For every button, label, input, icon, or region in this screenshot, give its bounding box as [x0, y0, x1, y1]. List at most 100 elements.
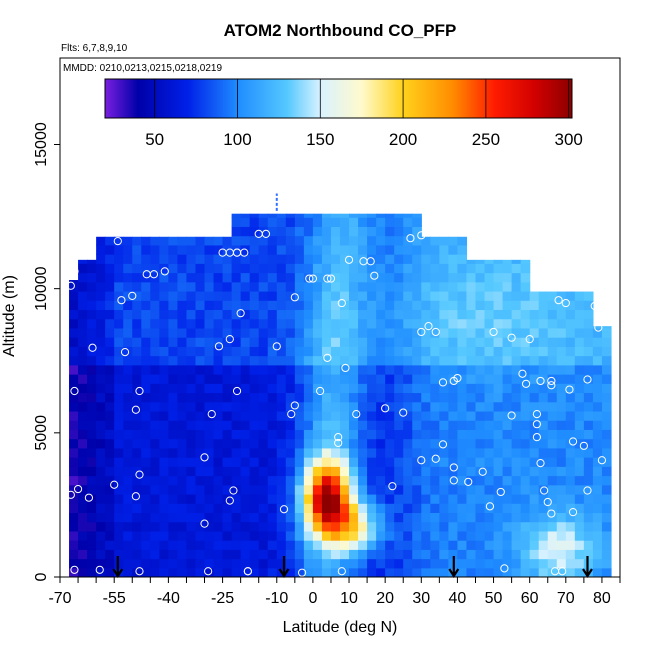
heatmap-cell [285, 558, 296, 569]
colorbar-slice [328, 79, 330, 118]
heatmap-cell [303, 383, 314, 394]
heatmap-cell [285, 337, 296, 347]
heatmap-cell [475, 429, 486, 440]
colorbar-slice [240, 79, 242, 118]
heatmap-cell [601, 530, 612, 541]
heatmap-cell [249, 213, 260, 218]
heatmap-cell [520, 259, 531, 264]
heatmap-cell [87, 272, 97, 283]
colorbar-slice [489, 79, 491, 118]
heatmap-cell [403, 374, 413, 384]
heatmap-cell [475, 457, 486, 467]
colorbar-slice [331, 79, 333, 118]
sample-point [536, 376, 545, 386]
profile-arrow-head [278, 568, 290, 579]
heatmap-cell [186, 272, 197, 283]
colorbar-slice [187, 79, 189, 118]
heatmap-cell [457, 364, 468, 375]
heatmap-cell [493, 272, 504, 283]
colorbar-slice [536, 79, 538, 118]
heatmap-cell [177, 236, 188, 246]
heatmap-cell [439, 236, 449, 246]
heatmap-cell [475, 272, 486, 283]
heatmap-cell [321, 567, 332, 577]
heatmap-cell [349, 493, 359, 504]
heatmap-cell [87, 309, 97, 320]
colorbar-slice [136, 79, 138, 118]
heatmap-cell [430, 503, 440, 514]
heatmap-cell [168, 549, 179, 560]
heatmap-cell [457, 521, 468, 532]
heatmap-cell [511, 521, 522, 532]
heatmap-cell [412, 466, 422, 477]
heatmap-cell [285, 567, 296, 577]
heatmap-cell [403, 254, 413, 264]
heatmap-cell [358, 327, 368, 338]
sample-point [417, 231, 426, 240]
heatmap-cell [177, 346, 188, 357]
heatmap-cell [159, 493, 169, 504]
sample-point [438, 378, 448, 387]
heatmap-cell [123, 337, 133, 347]
colorbar-slice [241, 79, 243, 118]
sample-point [341, 363, 350, 373]
x-tick-label: 40 [449, 590, 467, 607]
heatmap-cell [547, 475, 558, 486]
heatmap-cell [448, 392, 459, 403]
heatmap-cell [484, 438, 495, 449]
heatmap-cell [574, 475, 585, 486]
heatmap-cell [114, 392, 124, 403]
heatmap-cell [294, 410, 305, 421]
heatmap-cell [168, 493, 179, 504]
colorbar-slice [390, 79, 392, 118]
heatmap-cell [421, 466, 431, 477]
heatmap-cell [231, 530, 242, 541]
heatmap-cell [150, 374, 160, 384]
heatmap-cell [493, 401, 504, 412]
heatmap-cell [430, 244, 440, 255]
heatmap-cell [78, 259, 88, 264]
heatmap-cell [114, 475, 124, 486]
heatmap-cell [358, 355, 368, 366]
heatmap-cell [294, 484, 305, 495]
heatmap-cell [583, 309, 594, 320]
heatmap-cell [168, 236, 179, 246]
heatmap-cell [376, 410, 386, 421]
heatmap-cell [358, 521, 368, 532]
heatmap-cell [502, 259, 513, 264]
heatmap-cell [321, 410, 332, 421]
colorbar-slice [152, 79, 154, 118]
heatmap-cell [493, 410, 504, 421]
heatmap-cell [601, 326, 612, 329]
heatmap-cell [394, 226, 404, 237]
heatmap-cell [475, 503, 486, 514]
heatmap-cell [78, 272, 88, 283]
heatmap-cell [466, 512, 477, 523]
heatmap-cell [349, 484, 359, 495]
heatmap-cell [529, 567, 540, 577]
heatmap-cell [493, 346, 504, 357]
heatmap-cell [484, 272, 495, 283]
heatmap-cell [294, 420, 305, 430]
heatmap-cell [358, 530, 368, 541]
colorbar-tick-label: 300 [555, 130, 583, 149]
heatmap-cell [457, 447, 468, 458]
colorbar-slice [552, 79, 554, 118]
heatmap-cell [330, 466, 341, 477]
y-tick-label: 5000 [33, 415, 50, 451]
heatmap-cell [493, 374, 504, 384]
x-tick-label: 0 [308, 590, 317, 607]
heatmap-cell [285, 540, 296, 550]
heatmap-cell [439, 309, 449, 320]
heatmap-cell [123, 521, 133, 532]
heatmap-cell [141, 447, 151, 458]
heatmap-cell [592, 327, 603, 338]
heatmap-cell [195, 309, 206, 320]
heatmap-cell [258, 420, 269, 430]
heatmap-cell [457, 281, 468, 292]
heatmap-cell [565, 503, 576, 514]
heatmap-cell [394, 355, 404, 366]
colorbar-slice [235, 79, 237, 118]
sample-point [204, 567, 213, 576]
heatmap-cell [321, 217, 332, 227]
